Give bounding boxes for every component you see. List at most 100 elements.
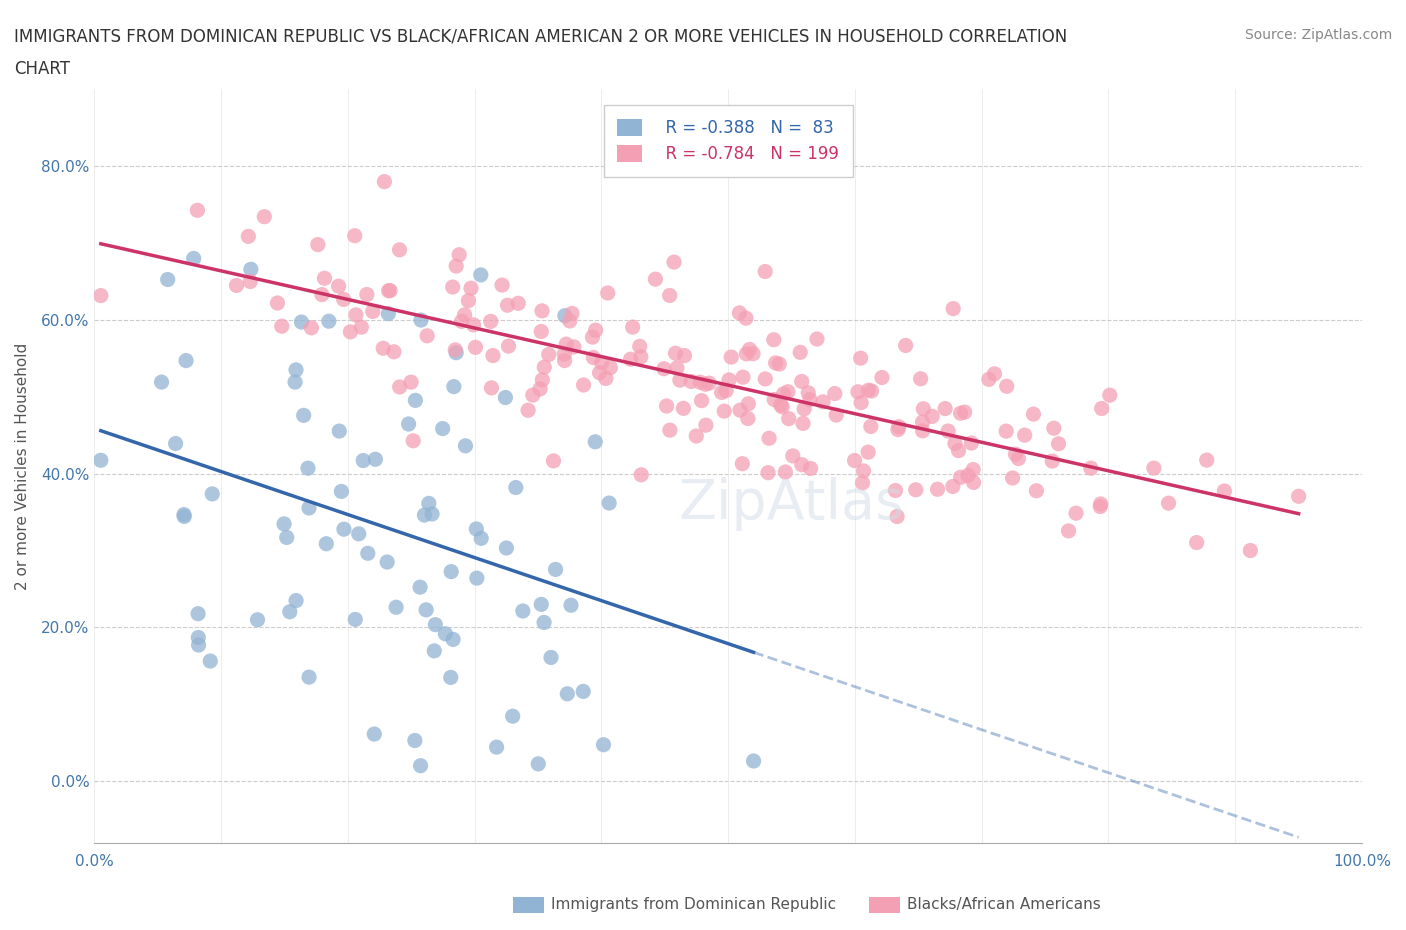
Point	[425, 618, 447, 632]
Point	[588, 365, 610, 380]
Point	[531, 303, 554, 318]
Point	[1064, 506, 1087, 521]
Point	[856, 445, 879, 459]
Point	[1057, 524, 1080, 538]
Point	[911, 423, 934, 438]
Point	[450, 314, 472, 329]
Point	[465, 571, 488, 586]
Point	[849, 351, 872, 365]
Point	[444, 342, 467, 357]
Point	[592, 737, 614, 752]
Point	[404, 733, 426, 748]
Point	[758, 431, 780, 445]
Point	[402, 433, 425, 448]
Point	[311, 287, 333, 302]
Point	[921, 409, 943, 424]
Point	[555, 337, 578, 352]
Point	[200, 654, 222, 669]
Point	[778, 411, 800, 426]
Point	[763, 392, 786, 407]
Point	[409, 758, 432, 773]
Point	[558, 313, 581, 328]
Point	[960, 435, 983, 450]
Point	[800, 461, 823, 476]
Point	[735, 311, 758, 325]
Point	[742, 753, 765, 768]
Point	[356, 287, 378, 302]
Point	[273, 516, 295, 531]
Point	[238, 229, 260, 244]
Point	[572, 684, 595, 698]
Point	[806, 332, 828, 347]
Point	[1195, 453, 1218, 468]
Y-axis label: 2 or more Vehicles in Household: 2 or more Vehicles in Household	[15, 342, 30, 590]
Point	[770, 399, 793, 414]
Point	[350, 320, 373, 335]
Bar	[869, 897, 900, 913]
Point	[315, 537, 337, 551]
Text: 0.0%: 0.0%	[75, 854, 114, 869]
Point	[90, 453, 112, 468]
Point	[977, 372, 1000, 387]
Point	[790, 458, 813, 472]
Point	[790, 374, 813, 389]
Text: ZipAtlas: ZipAtlas	[679, 477, 904, 531]
Point	[554, 353, 576, 368]
Point	[852, 463, 875, 478]
Point	[553, 347, 575, 362]
Point	[156, 272, 179, 287]
Point	[718, 373, 741, 388]
Point	[710, 385, 733, 400]
Point	[174, 353, 197, 368]
Point	[444, 345, 467, 360]
Point	[596, 286, 619, 300]
Point	[728, 403, 751, 418]
Point	[361, 304, 384, 319]
Point	[943, 436, 966, 451]
Point	[765, 355, 787, 370]
Point	[911, 415, 934, 430]
Point	[731, 457, 754, 472]
Point	[811, 394, 834, 409]
Point	[1040, 454, 1063, 469]
Point	[398, 417, 420, 432]
Point	[187, 630, 209, 644]
Point	[934, 401, 956, 416]
Point	[1022, 406, 1045, 421]
Point	[530, 597, 553, 612]
Point	[239, 262, 262, 277]
Point	[173, 509, 195, 524]
Point	[630, 468, 652, 483]
Point	[1025, 484, 1047, 498]
Text: CHART: CHART	[14, 60, 70, 78]
Point	[543, 454, 565, 469]
Point	[375, 554, 398, 569]
Text: 100.0%: 100.0%	[1333, 854, 1391, 869]
Point	[681, 374, 703, 389]
Point	[290, 314, 312, 329]
Point	[737, 396, 759, 411]
Point	[253, 209, 276, 224]
Point	[792, 416, 814, 431]
Point	[1007, 451, 1029, 466]
Point	[1090, 499, 1112, 514]
Point	[432, 421, 454, 436]
Point	[239, 274, 262, 289]
Point	[560, 598, 582, 613]
Point	[658, 288, 681, 303]
Point	[187, 606, 209, 621]
Point	[1185, 535, 1208, 550]
Point	[382, 344, 405, 359]
Point	[797, 385, 820, 400]
Point	[581, 329, 603, 344]
Point	[292, 408, 315, 423]
Point	[714, 383, 737, 398]
Point	[339, 325, 361, 339]
Point	[824, 386, 846, 401]
Point	[942, 301, 965, 316]
Point	[352, 453, 374, 468]
Point	[363, 726, 385, 741]
Point	[440, 565, 463, 579]
Point	[496, 298, 519, 312]
Point	[948, 444, 970, 458]
